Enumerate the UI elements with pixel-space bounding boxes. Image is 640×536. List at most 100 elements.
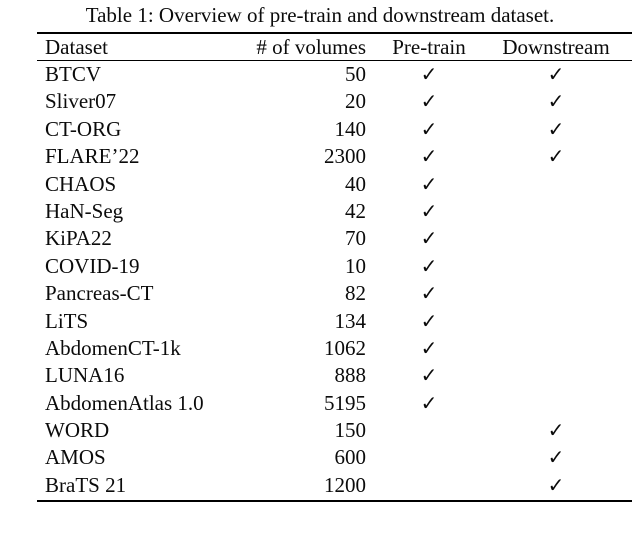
- pretrain-check-icon: ✓: [420, 144, 438, 169]
- dataset-name: Pancreas-CT: [45, 281, 154, 306]
- dataset-name: BTCV: [45, 62, 102, 86]
- downstream-cell: [492, 171, 632, 198]
- table-body: BTCV 50 ✓ ✓ Sliver07 20 ✓ ✓ CT-ORG 140 ✓ ✓ FLARE’22 2…: [37, 61, 632, 500]
- downstream-cell: ✓: [492, 88, 632, 115]
- pretrain-check-icon: ✓: [420, 198, 438, 223]
- volume-count: 140: [334, 116, 367, 141]
- downstream-cell: [492, 362, 632, 389]
- volume-count: 42: [345, 198, 366, 223]
- downstream-check-icon: ✓: [547, 472, 565, 497]
- table-row: Sliver07 20 ✓ ✓: [37, 88, 632, 115]
- pretrain-check-icon: ✓: [420, 253, 438, 278]
- table-row: WORD 150 ✓: [37, 417, 632, 444]
- pretrain-cell: ✓: [366, 225, 492, 252]
- table-row: FLARE’22 2300 ✓ ✓: [37, 143, 632, 170]
- dataset-name: CHAOS: [45, 171, 117, 196]
- downstream-cell: ✓: [492, 472, 632, 499]
- table-header-row: Dataset # of volumes Pre-train Downstrea…: [37, 34, 632, 61]
- volume-count: 40: [345, 171, 366, 196]
- downstream-check-icon: ✓: [547, 445, 565, 470]
- downstream-cell: [492, 280, 632, 307]
- pretrain-cell: ✓: [366, 335, 492, 362]
- column-header-pretrain: Pre-train: [392, 35, 466, 59]
- dataset-name: Sliver07: [45, 89, 117, 114]
- pretrain-cell: ✓: [366, 143, 492, 170]
- pretrain-cell: ✓: [366, 198, 492, 225]
- pretrain-cell: ✓: [366, 116, 492, 143]
- column-header-volumes: # of volumes: [256, 35, 366, 59]
- table-row: LUNA16 888 ✓: [37, 362, 632, 389]
- downstream-cell: ✓: [492, 116, 632, 143]
- downstream-cell: [492, 225, 632, 252]
- pretrain-check-icon: ✓: [420, 62, 438, 86]
- pretrain-cell: ✓: [366, 362, 492, 389]
- downstream-check-icon: ✓: [547, 116, 565, 141]
- pretrain-cell: ✓: [366, 61, 492, 88]
- volume-count: 134: [334, 308, 367, 333]
- downstream-check-icon: ✓: [547, 144, 565, 169]
- pretrain-cell: ✓: [366, 171, 492, 198]
- volume-count: 1062: [324, 335, 366, 360]
- datasets-table: Dataset # of volumes Pre-train Downstrea…: [37, 32, 632, 503]
- pretrain-check-icon: ✓: [420, 335, 438, 360]
- table-row: BraTS 21 1200 ✓: [37, 472, 632, 499]
- volume-count: 20: [345, 89, 366, 114]
- dataset-name: AbdomenAtlas 1.0: [45, 390, 204, 415]
- volume-count: 50: [345, 62, 366, 86]
- dataset-name: CT-ORG: [45, 116, 122, 141]
- dataset-name: AMOS: [45, 445, 106, 470]
- pretrain-cell: [366, 472, 492, 499]
- table-row: AbdomenCT-1k 1062 ✓: [37, 335, 632, 362]
- table-row: COVID-19 10 ✓: [37, 253, 632, 280]
- pretrain-check-icon: ✓: [420, 363, 438, 388]
- table-row: KiPA22 70 ✓: [37, 225, 632, 252]
- dataset-name: FLARE’22: [45, 144, 140, 169]
- column-header-downstream: Downstream: [502, 35, 610, 59]
- dataset-name: BraTS 21: [45, 472, 127, 497]
- table-caption: Table 1: Overview of pre-train and downs…: [85, 3, 555, 27]
- pretrain-cell: [366, 444, 492, 471]
- dataset-name: HaN-Seg: [45, 198, 124, 223]
- table-row: LiTS 134 ✓: [37, 308, 632, 335]
- pretrain-check-icon: ✓: [420, 308, 438, 333]
- table-row: CT-ORG 140 ✓ ✓: [37, 116, 632, 143]
- downstream-check-icon: ✓: [547, 89, 565, 114]
- pretrain-cell: ✓: [366, 88, 492, 115]
- pretrain-cell: [366, 417, 492, 444]
- dataset-name: LiTS: [45, 308, 89, 333]
- downstream-cell: [492, 390, 632, 417]
- downstream-cell: ✓: [492, 61, 632, 88]
- table-row: HaN-Seg 42 ✓: [37, 198, 632, 225]
- volume-count: 5195: [324, 390, 366, 415]
- downstream-cell: [492, 308, 632, 335]
- column-header-dataset: Dataset: [45, 35, 108, 59]
- dataset-name: COVID-19: [45, 253, 140, 278]
- downstream-cell: ✓: [492, 417, 632, 444]
- dataset-name: AbdomenCT-1k: [45, 335, 181, 360]
- pretrain-check-icon: ✓: [420, 89, 438, 114]
- volume-count: 150: [334, 418, 367, 443]
- dataset-name: KiPA22: [45, 226, 112, 251]
- downstream-cell: ✓: [492, 143, 632, 170]
- pretrain-cell: ✓: [366, 280, 492, 307]
- pretrain-check-icon: ✓: [420, 116, 438, 141]
- downstream-cell: [492, 335, 632, 362]
- pretrain-check-icon: ✓: [420, 226, 438, 251]
- downstream-check-icon: ✓: [547, 418, 565, 443]
- pretrain-check-icon: ✓: [420, 281, 438, 306]
- pretrain-check-icon: ✓: [420, 171, 438, 196]
- downstream-cell: ✓: [492, 444, 632, 471]
- table-row: Pancreas-CT 82 ✓: [37, 280, 632, 307]
- table-row: AMOS 600 ✓: [37, 444, 632, 471]
- table-row: CHAOS 40 ✓: [37, 171, 632, 198]
- volume-count: 10: [345, 253, 366, 278]
- volume-count: 82: [345, 281, 366, 306]
- volume-count: 2300: [324, 144, 366, 169]
- dataset-name: LUNA16: [45, 363, 125, 388]
- pretrain-cell: ✓: [366, 253, 492, 280]
- volume-count: 70: [345, 226, 366, 251]
- downstream-check-icon: ✓: [547, 62, 565, 86]
- pretrain-cell: ✓: [366, 390, 492, 417]
- dataset-name: WORD: [45, 418, 110, 443]
